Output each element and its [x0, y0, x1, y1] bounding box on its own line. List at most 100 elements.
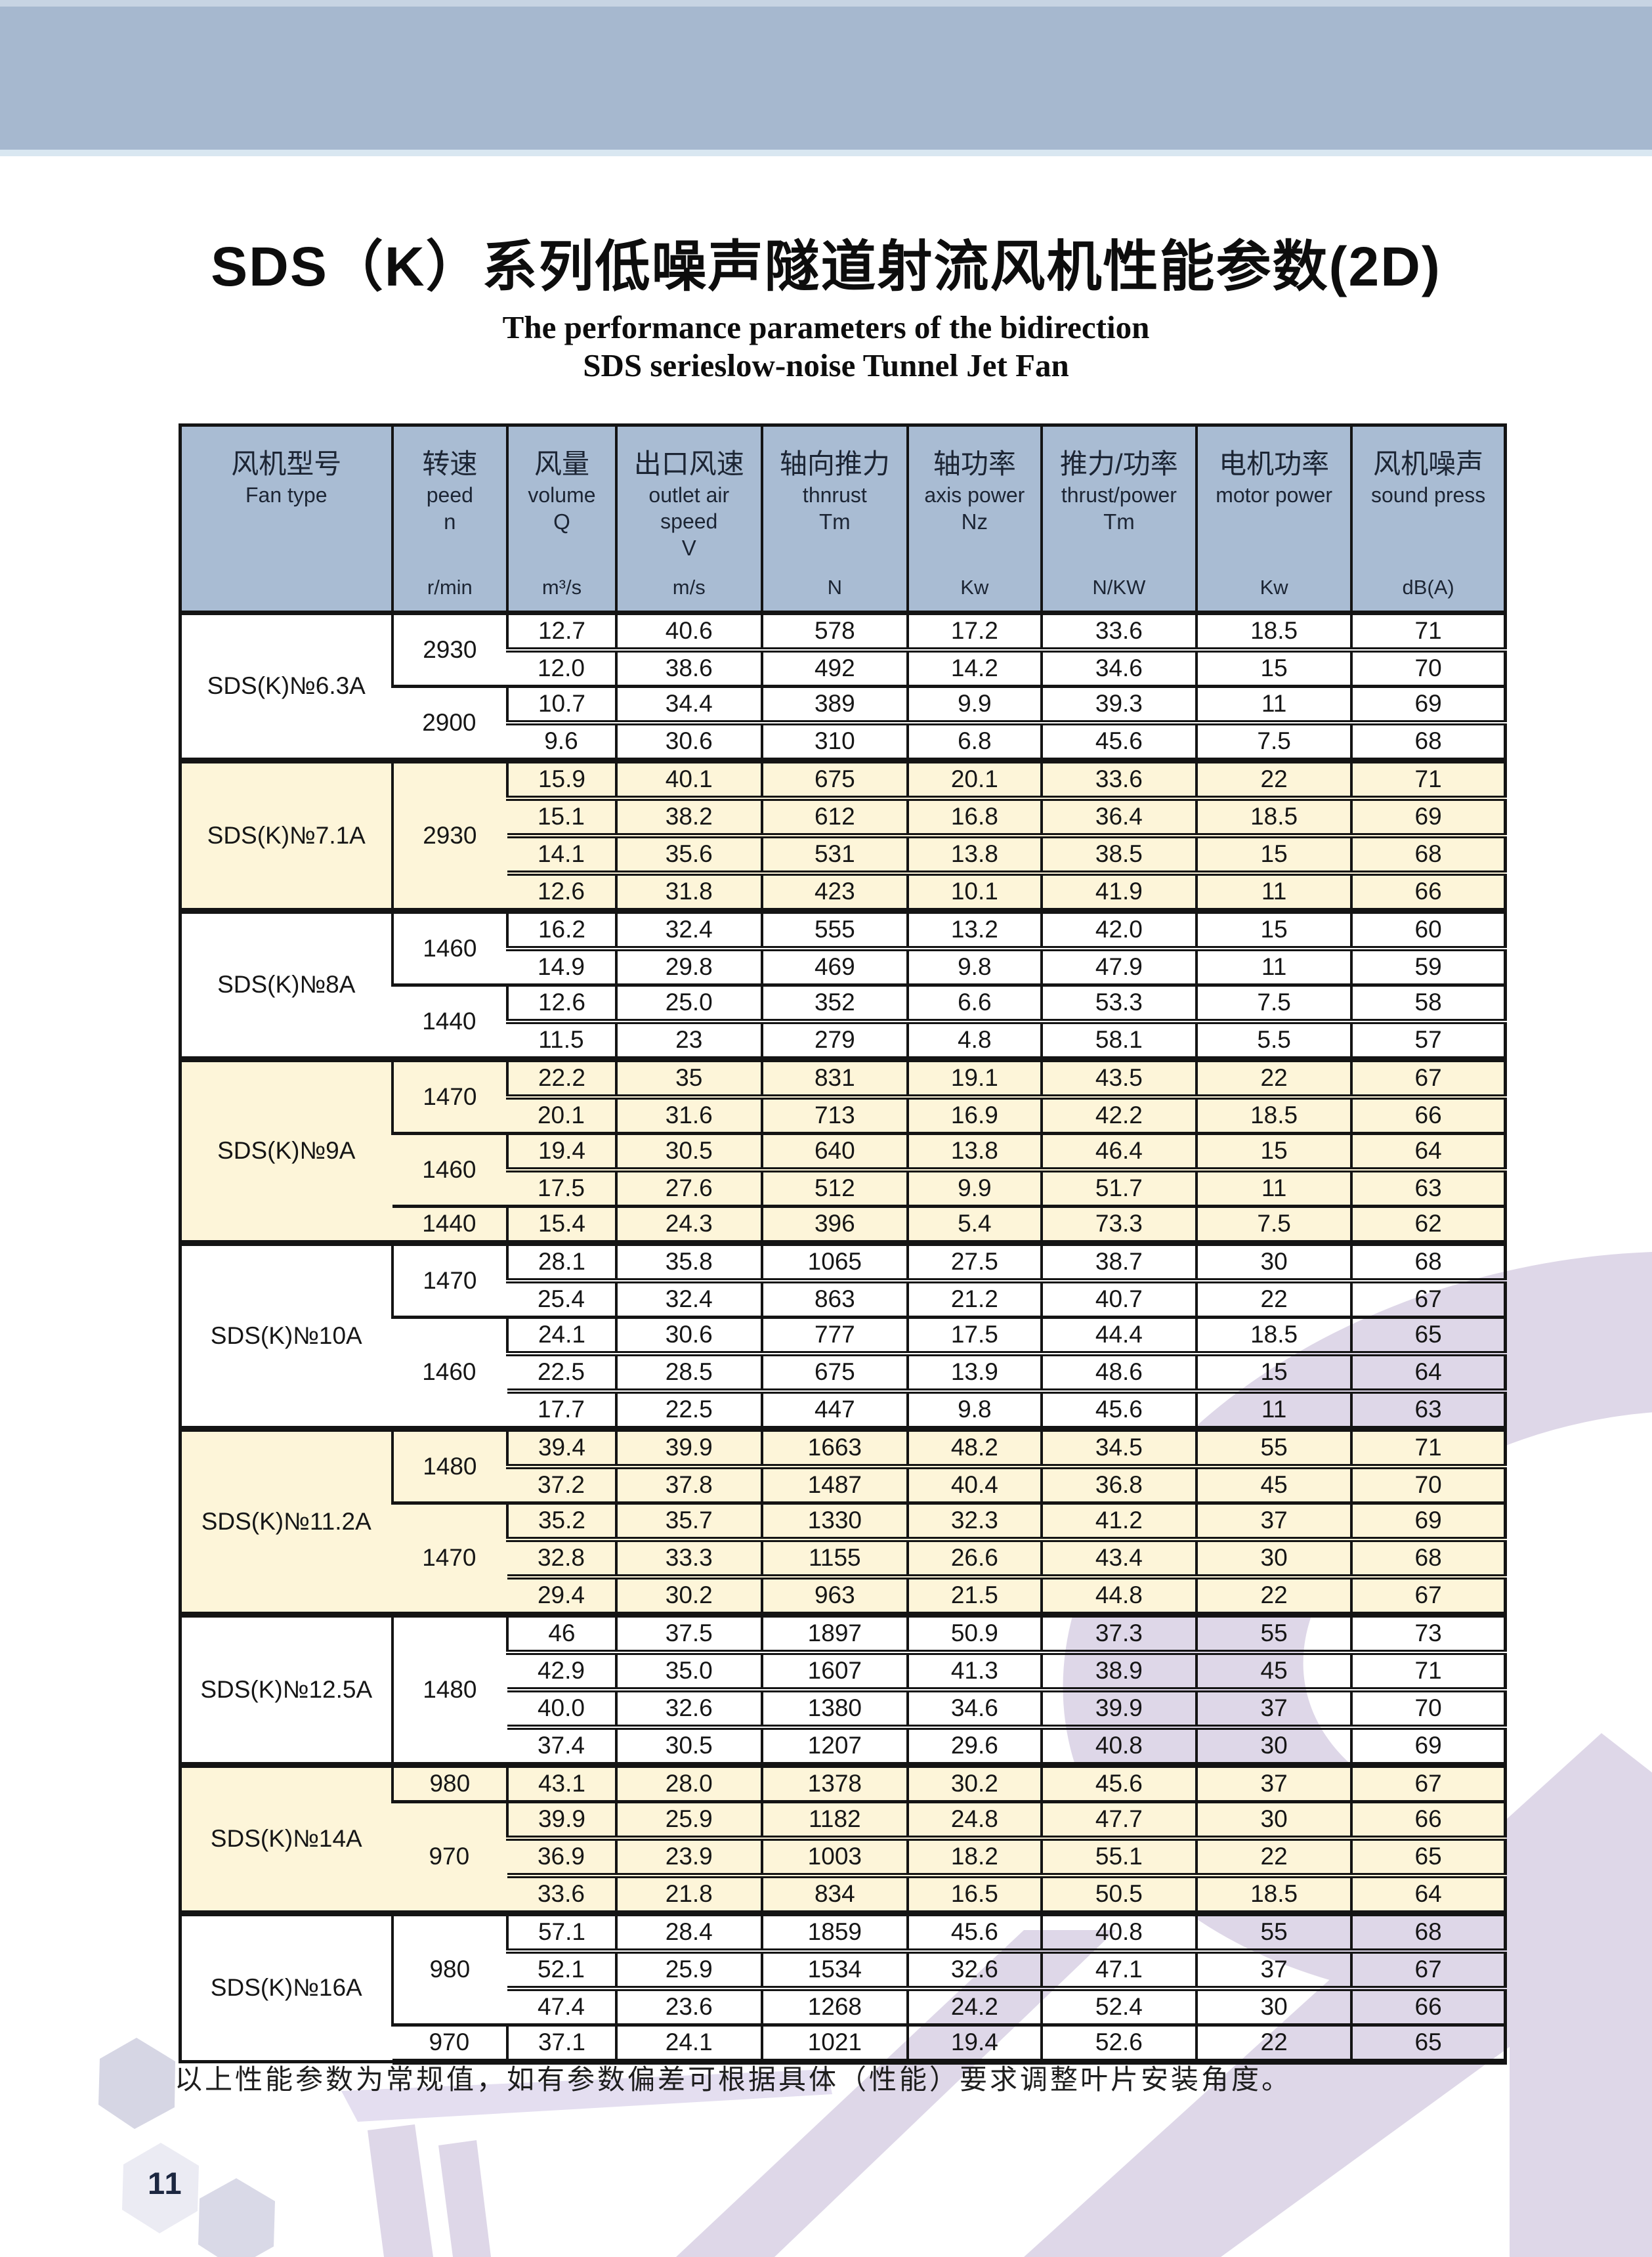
value-cell: 1378 [760, 1762, 908, 1802]
value-cell: 64 [1350, 1873, 1506, 1914]
value-cell: 36.4 [1040, 796, 1197, 836]
value-cell: 22 [1195, 1278, 1352, 1318]
value-cell: 22 [1195, 1836, 1352, 1876]
value-cell: 35.7 [614, 1501, 762, 1539]
table-row: SDS(K)№6.3A 2930 12.7 40.6 578 17.2 33.6 18.5 71 [180, 613, 1506, 699]
value-cell: 67 [1350, 1278, 1506, 1318]
value-cell: 37 [1195, 1501, 1352, 1539]
value-cell: 7.5 [1195, 1205, 1352, 1243]
table-row: SDS(K)№14A 980 43.1 28.0 1378 30.2 45.6 37 67 [180, 1762, 1506, 1914]
value-cell: 55 [1195, 1910, 1352, 1951]
value-cell: 70 [1350, 1464, 1506, 1503]
value-cell: 1487 [760, 1464, 908, 1503]
column-header: 推力/功率 thrust/power Tm N/KW [1040, 425, 1197, 615]
table-row: 17.7 22.5 447 9.8 45.6 11 63 [180, 1388, 1506, 1429]
value-cell: 14.2 [906, 647, 1042, 687]
value-cell: 19.4 [506, 1132, 616, 1170]
value-cell: 41.3 [906, 1650, 1042, 1690]
value-cell: 17.5 [507, 1167, 616, 1207]
table-row: 1470 35.2 35.7 1330 32.3 41.2 37 69 [180, 1501, 1506, 1615]
value-cell: 423 [760, 871, 908, 911]
value-cell: 73.3 [1040, 1205, 1197, 1243]
value-cell: 43.5 [1040, 1056, 1197, 1097]
hexagon-middle-icon [122, 2143, 199, 2233]
value-cell: 18.5 [1195, 613, 1352, 650]
speed-cell: 2900 [392, 685, 508, 761]
subtitle-line-2: SDS serieslow-noise Tunnel Jet Fan [583, 347, 1069, 384]
page-title-english: The performance parameters of the bidire… [0, 309, 1652, 385]
value-cell: 14.9 [507, 946, 616, 985]
value-cell: 17.2 [906, 613, 1042, 650]
value-cell: 66 [1350, 1094, 1506, 1134]
table-row: 42.9 35.0 1607 41.3 38.9 45 71 [180, 1650, 1506, 1690]
value-cell: 46.4 [1040, 1132, 1197, 1170]
value-cell: 67 [1350, 1762, 1506, 1802]
value-cell: 39.3 [1040, 685, 1197, 723]
value-cell: 65 [1350, 2023, 1506, 2065]
table-row: 12.6 31.8 423 10.1 41.9 11 66 [180, 871, 1506, 911]
value-cell: 19.4 [906, 2023, 1042, 2065]
value-cell: 53.3 [1040, 983, 1197, 1021]
table-row: 20.1 31.6 713 16.9 42.2 18.5 66 [180, 1094, 1506, 1134]
value-cell: 9.9 [906, 1167, 1042, 1207]
table-row: 14.1 35.6 531 13.8 38.5 15 68 [180, 833, 1506, 873]
value-cell: 68 [1350, 1910, 1506, 1951]
value-cell: 45.6 [906, 1910, 1042, 1951]
value-cell: 32.4 [614, 908, 762, 949]
table-row: 12.0 38.6 492 14.2 34.6 15 70 [180, 647, 1506, 687]
value-cell: 27.6 [614, 1167, 762, 1207]
table-row: 32.8 33.3 1155 26.6 43.4 30 68 [180, 1537, 1506, 1577]
table-row: 970 39.9 25.9 1182 24.8 47.7 30 66 [180, 1800, 1506, 1914]
value-cell: 64 [1350, 1132, 1506, 1170]
value-cell: 28.1 [506, 1240, 616, 1281]
value-cell: 47.1 [1040, 1948, 1197, 1988]
column-header-cn: 电机功率 [1219, 448, 1330, 479]
value-cell: 1859 [760, 1910, 908, 1951]
value-cell: 31.6 [614, 1094, 762, 1134]
fan-type-cell: SDS(K)№11.2A [180, 1426, 392, 1615]
value-cell: 5.5 [1195, 1019, 1352, 1060]
value-cell: 32.3 [906, 1501, 1042, 1539]
value-cell: 37 [1195, 1948, 1352, 1988]
value-cell: 30.2 [906, 1762, 1042, 1802]
column-header: 风机型号 Fan type [180, 425, 392, 615]
value-cell: 63 [1350, 1167, 1506, 1207]
value-cell: 66 [1350, 1800, 1506, 1838]
value-cell: 47.7 [1040, 1800, 1197, 1838]
value-cell: 69 [1350, 1501, 1506, 1539]
speed-cell: 1470 [391, 1056, 508, 1134]
value-cell: 13.8 [906, 1132, 1042, 1170]
column-header-cn: 风量 [534, 448, 589, 479]
value-cell: 492 [760, 647, 908, 687]
value-cell: 11 [1195, 1167, 1352, 1207]
value-cell: 1182 [760, 1800, 908, 1838]
value-cell: 578 [760, 613, 908, 650]
value-cell: 469 [760, 946, 908, 985]
value-cell: 29.6 [906, 1725, 1042, 1765]
table-row: 1440 12.6 25.0 352 6.6 53.3 7.5 58 [180, 983, 1506, 1060]
value-cell: 37.1 [506, 2023, 616, 2065]
speed-cell: 980 [391, 1910, 508, 2025]
value-cell: 33.3 [614, 1537, 762, 1577]
page-number: 11 [148, 2166, 183, 2201]
title-block: SDS（K）系列低噪声隧道射流风机性能参数(2D) The performanc… [0, 236, 1652, 385]
value-cell: 15 [1195, 833, 1352, 873]
value-cell: 1607 [760, 1650, 908, 1690]
value-cell: 32.4 [614, 1278, 762, 1318]
value-cell: 57 [1350, 1019, 1506, 1060]
value-cell: 16.2 [506, 908, 616, 949]
value-cell: 24.1 [506, 1316, 616, 1354]
value-cell: 38.2 [614, 796, 762, 836]
banner [0, 7, 1652, 150]
value-cell: 4.8 [906, 1019, 1042, 1060]
column-header-sym: n [444, 509, 456, 534]
table-row: SDS(K)№8A 1460 16.2 32.4 555 13.2 42.0 15 60 [180, 908, 1506, 1060]
value-cell: 62 [1350, 1205, 1506, 1243]
column-header-unit: N [827, 576, 843, 599]
value-cell: 16.9 [906, 1094, 1042, 1134]
column-header-sym: Q [553, 509, 570, 534]
value-cell: 27.5 [906, 1240, 1042, 1281]
value-cell: 13.2 [906, 908, 1042, 949]
table-row: SDS(K)№12.5A 1480 46 37.5 1897 50.9 37.3 55 73 [180, 1612, 1506, 1765]
